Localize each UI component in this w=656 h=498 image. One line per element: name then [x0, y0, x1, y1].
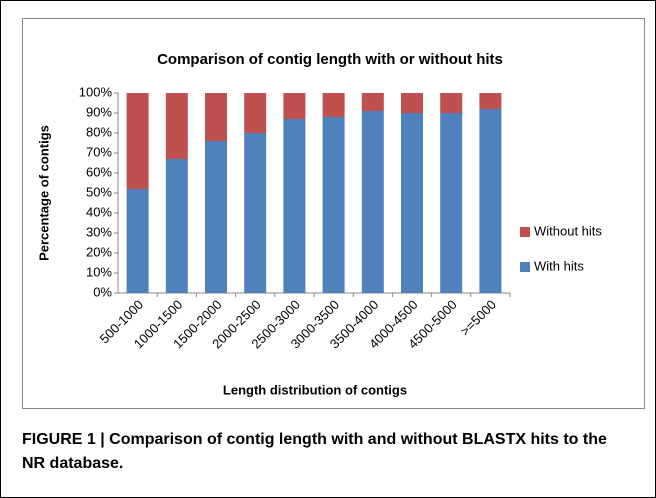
bar-segment [401, 93, 423, 113]
bar-segment [205, 93, 227, 141]
chart-border [22, 18, 645, 409]
y-tick-label: 60% [86, 164, 112, 179]
y-tick-label: 100% [79, 84, 113, 99]
bar-segment [322, 93, 345, 117]
legend-label: With hits [534, 258, 584, 273]
bar-segment [165, 93, 188, 159]
bar-segment [440, 113, 463, 293]
y-tick-label: 90% [86, 104, 112, 119]
y-tick-label: 70% [86, 144, 112, 159]
legend-swatch [520, 227, 530, 237]
caption: FIGURE 1 | Comparison of contig length w… [22, 431, 607, 472]
bar-segment [283, 119, 306, 293]
bar-segment [322, 117, 345, 293]
bar-segment [479, 93, 502, 109]
y-tick-label: 80% [86, 124, 112, 139]
bar-segment [205, 141, 227, 293]
x-axis-label: Length distribution of contigs [223, 382, 407, 397]
bar-segment [479, 109, 502, 293]
legend-label: Without hits [534, 223, 602, 238]
bar-segment [440, 93, 463, 113]
bar-segment [401, 113, 423, 293]
bar-segment [361, 111, 384, 293]
legend-swatch [520, 262, 530, 272]
chart-title: Comparison of contig length with or with… [157, 51, 503, 68]
bar-segment [126, 189, 149, 293]
bar-segment [244, 133, 267, 293]
bar-segment [126, 93, 149, 189]
y-axis-label: Percentage of contigs [36, 125, 51, 261]
y-tick-label: 20% [86, 244, 112, 259]
bar-segment [165, 159, 188, 293]
y-tick-label: 30% [86, 224, 112, 239]
y-tick-label: 10% [86, 264, 112, 279]
bar-segment [283, 93, 306, 119]
bar-segment [361, 93, 384, 111]
y-tick-label: 50% [86, 184, 112, 199]
bar-segment [244, 93, 267, 133]
y-tick-label: 0% [93, 284, 112, 299]
y-tick-label: 40% [86, 204, 112, 219]
